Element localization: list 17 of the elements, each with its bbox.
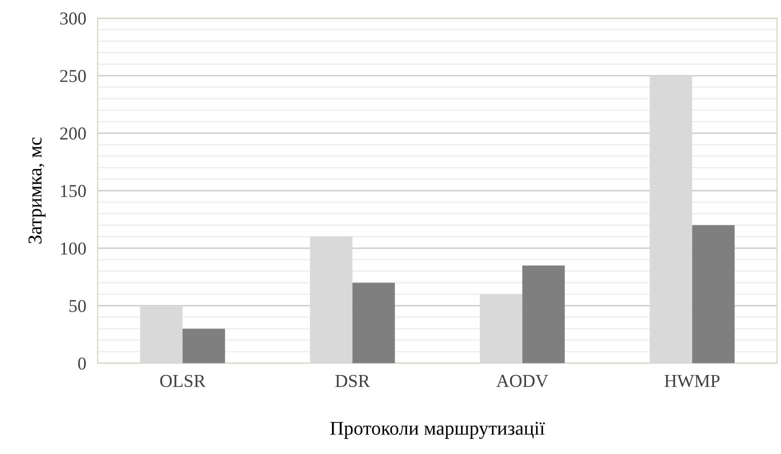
y-tick-label: 150 bbox=[61, 184, 86, 198]
bar bbox=[692, 225, 735, 364]
x-axis-title: Протоколи маршрутизації bbox=[330, 422, 545, 439]
x-tick-label: AODV bbox=[496, 374, 548, 388]
bar bbox=[182, 328, 226, 364]
y-axis-title: Затримка, мс bbox=[28, 138, 46, 244]
bar bbox=[352, 282, 395, 364]
y-tick-label: 100 bbox=[61, 242, 86, 255]
x-tick-label: HWMP bbox=[664, 375, 720, 388]
bar bbox=[522, 265, 565, 364]
y-tick-label: 50 bbox=[70, 300, 86, 312]
y-tick-label: 250 bbox=[60, 70, 86, 82]
y-tick-label: 0 bbox=[78, 357, 86, 370]
y-tick-label: 300 bbox=[60, 12, 86, 25]
x-tick-label: DSR bbox=[335, 374, 370, 388]
x-tick-label: OLSR bbox=[160, 374, 206, 388]
y-tick-label: 200 bbox=[60, 127, 86, 140]
